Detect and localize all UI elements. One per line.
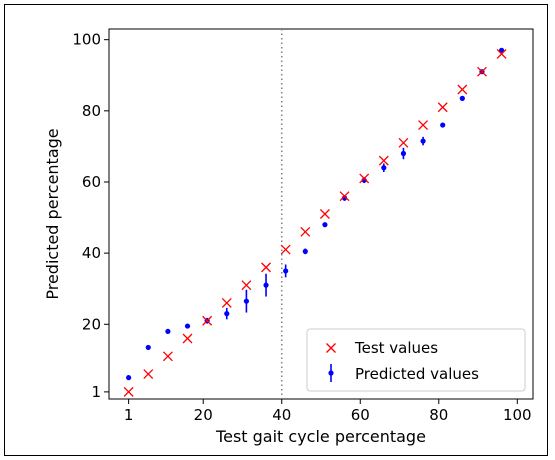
test-point	[182, 333, 193, 344]
x-tick-label: 1	[124, 406, 134, 424]
test-point-stroke	[319, 209, 330, 219]
predicted-point-dot	[381, 165, 387, 171]
predicted-point	[165, 328, 171, 335]
x-tick-label: 60	[351, 406, 370, 424]
test-point-stroke	[378, 155, 389, 166]
predicted-point-dot	[165, 328, 171, 335]
y-tick-label: 40	[82, 244, 101, 262]
x-tick-label: 80	[429, 406, 448, 424]
test-point	[261, 262, 271, 273]
test-point-stroke	[418, 120, 429, 131]
test-point-stroke	[300, 226, 311, 237]
test-point	[496, 48, 507, 59]
y-tick-label: 80	[82, 102, 101, 120]
test-point-stroke	[221, 297, 232, 308]
legend-x-marker	[326, 343, 336, 353]
test-point-stroke	[143, 369, 154, 380]
predicted-point-dot	[283, 268, 289, 274]
test-point	[280, 244, 291, 255]
predicted-point-dot	[400, 150, 407, 157]
test-point-stroke	[339, 191, 350, 202]
predicted-point-dot	[224, 311, 230, 317]
x-tick-label: 100	[503, 406, 532, 424]
test-point	[398, 137, 409, 148]
x-axis-label: Test gait cycle percentage	[215, 427, 426, 446]
test-point	[457, 84, 468, 95]
test-point	[477, 66, 487, 77]
legend-label-test-values: Test values	[354, 339, 438, 357]
y-tick-label: 1	[91, 383, 101, 401]
test-point	[437, 102, 448, 113]
y-tick-label: 60	[82, 173, 101, 191]
test-point-stroke	[496, 48, 507, 59]
x-tick-label: 40	[272, 406, 291, 424]
predicted-point-dot	[440, 122, 446, 128]
legend: Test values Predicted values	[306, 328, 526, 392]
test-point	[300, 226, 311, 237]
test-point	[339, 191, 350, 202]
y-tick-label: 100	[72, 31, 101, 49]
predicted-point	[145, 344, 151, 351]
y-axis-label: Predicted percentage	[43, 128, 62, 299]
predicted-point	[459, 95, 465, 101]
legend-errorbar-marker-dot	[328, 370, 334, 376]
test-point-stroke	[241, 280, 252, 291]
test-point	[418, 120, 429, 131]
predicted-point-dot	[184, 323, 191, 329]
test-point-stroke	[202, 315, 213, 326]
predicted-point-dot	[459, 95, 465, 101]
predicted-point-dot	[420, 138, 426, 144]
test-point	[143, 369, 154, 380]
predicted-point	[400, 147, 407, 160]
test-point-stroke	[162, 351, 173, 362]
predicted-point	[283, 264, 289, 278]
predicted-point	[498, 47, 505, 53]
x-tick-label: 20	[194, 406, 213, 424]
predicted-point	[243, 289, 250, 313]
predicted-point	[440, 122, 446, 128]
test-point	[319, 209, 330, 219]
predicted-point-dot	[263, 282, 269, 288]
y-tick-label: 20	[82, 315, 101, 333]
test-point	[221, 297, 232, 308]
predicted-point	[420, 136, 426, 146]
test-point-stroke	[261, 262, 271, 273]
predicted-point	[263, 273, 269, 297]
predicted-point-dot	[498, 47, 505, 53]
test-point-stroke	[398, 137, 409, 148]
test-point-stroke	[437, 102, 448, 113]
legend-marker-predicted-values	[328, 364, 334, 382]
legend-box	[306, 328, 526, 392]
test-point	[202, 315, 213, 326]
test-point	[378, 155, 389, 166]
predicted-point-dot	[322, 222, 328, 228]
predicted-point	[322, 222, 328, 228]
plot-area-border	[108, 28, 534, 400]
predicted-point-dot	[243, 298, 250, 304]
predicted-point-dot	[145, 344, 151, 351]
test-point-stroke	[359, 173, 370, 184]
test-point-stroke	[280, 244, 291, 255]
predicted-point	[224, 307, 230, 320]
test-point-stroke	[477, 66, 487, 77]
test-point	[359, 173, 370, 184]
legend-marker-test-values	[326, 343, 336, 353]
test-point-stroke	[182, 333, 193, 344]
legend-label-predicted-values: Predicted values	[355, 365, 479, 383]
test-point-stroke	[457, 84, 468, 95]
predicted-point-dot	[126, 375, 132, 381]
predicted-point	[381, 163, 387, 173]
legend-x-marker-stroke	[326, 343, 336, 353]
test-point	[162, 351, 173, 362]
test-point	[123, 386, 134, 397]
predicted-point-dot	[302, 248, 308, 254]
predicted-point	[302, 248, 308, 255]
predicted-point	[126, 375, 132, 381]
legend-errorbar-marker	[328, 364, 334, 382]
test-point	[241, 280, 252, 291]
predicted-point	[184, 323, 191, 329]
test-point-stroke	[123, 386, 134, 397]
